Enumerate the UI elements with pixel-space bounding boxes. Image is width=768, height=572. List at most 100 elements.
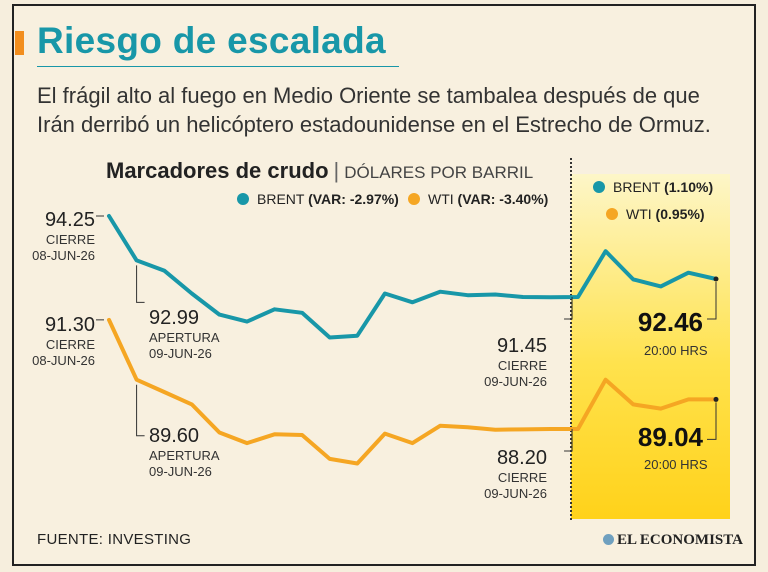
data-point-brent — [494, 293, 497, 296]
current-wti-change: (0.95%) — [655, 206, 705, 222]
data-point-brent — [107, 214, 111, 218]
data-point-brent — [632, 278, 635, 281]
data-point-wti — [245, 441, 249, 445]
data-point-wti — [218, 431, 221, 434]
annotation-leader-line — [136, 265, 145, 303]
data-point-brent — [356, 334, 359, 337]
chart-units: DÓLARES POR BARRIL — [344, 163, 534, 182]
data-point-brent — [273, 308, 276, 311]
wti-close-08jun-value: 91.30 — [44, 314, 95, 336]
data-point-wti — [273, 433, 276, 436]
current-value-marker — [713, 276, 719, 282]
data-point-wti — [190, 403, 193, 406]
data-point-brent — [190, 292, 193, 295]
annotation-date: 09-JUN-26 — [484, 486, 547, 501]
data-point-wti — [383, 432, 387, 435]
wti-open-09jun-label: 89.60 APERTURA 09-JUN-26 — [149, 424, 220, 480]
wti-close-09jun-value: 88.20 — [496, 447, 547, 469]
annotation-leader-line — [136, 384, 145, 437]
annotation-date: 09-JUN-26 — [149, 346, 212, 361]
data-point-wti — [659, 407, 663, 410]
data-point-brent — [521, 295, 525, 299]
page-title: Riesgo de escalada — [37, 20, 386, 61]
data-point-wti — [466, 426, 469, 429]
data-point-wti — [135, 378, 138, 381]
after-hours-highlight — [571, 174, 730, 519]
data-point-brent — [438, 290, 442, 293]
data-point-wti — [328, 457, 331, 461]
current-value-marker — [713, 396, 719, 402]
data-point-wti — [438, 424, 442, 428]
current-value-bracket — [707, 282, 717, 320]
data-point-brent — [135, 259, 138, 262]
data-point-brent — [466, 294, 469, 297]
brent-close-08jun-value: 94.25 — [44, 209, 95, 231]
annotation-date: 09-JUN-26 — [149, 464, 212, 479]
brent-dot-icon — [593, 181, 605, 193]
data-point-wti — [687, 398, 690, 401]
data-point-brent — [328, 336, 331, 339]
legend-brent: BRENT (VAR: -2.97%) — [237, 191, 399, 207]
legend-wti-label: WTI — [428, 191, 454, 207]
data-point-brent — [162, 269, 166, 272]
globe-icon — [603, 534, 614, 545]
current-value-bracket — [707, 402, 717, 440]
brent-current-value: 92.46 — [637, 307, 703, 337]
annotation-date: 08-JUN-26 — [32, 248, 95, 263]
chart-title-text: Marcadores de crudo — [106, 158, 329, 183]
wti-current-value: 89.04 — [637, 422, 703, 452]
wti-dot-icon — [606, 208, 618, 220]
current-wti-label: WTI — [626, 206, 652, 222]
data-point-brent — [549, 296, 552, 299]
wti-open-09jun-value: 89.60 — [149, 425, 200, 447]
chart-title: Marcadores de crudo | DÓLARES POR BARRIL — [106, 158, 533, 184]
brent-dot-icon — [237, 193, 249, 205]
page-subtitle: El frágil alto al fuego en Medio Oriente… — [37, 83, 711, 137]
brent-close-09jun-value: 91.45 — [496, 335, 547, 357]
current-legend-wti: WTI (0.95%) — [606, 206, 705, 222]
current-legend-brent: BRENT (1.10%) — [593, 179, 713, 195]
data-point-wti — [604, 378, 607, 381]
legend-wti: WTI (VAR: -3.40%) — [408, 191, 548, 207]
current-brent-label: BRENT — [613, 179, 661, 195]
wti-close-09jun-label: 88.20 CIERRE 09-JUN-26 — [484, 446, 547, 502]
data-point-wti — [356, 462, 359, 465]
data-point-wti — [549, 427, 552, 431]
annotation-date: 08-JUN-26 — [32, 353, 95, 368]
chart-title-separator: | — [333, 158, 340, 183]
legend-brent-var: (VAR: -2.97%) — [308, 191, 399, 207]
data-point-wti — [576, 427, 580, 431]
current-brent-change: (1.10%) — [664, 179, 714, 195]
data-point-brent — [576, 295, 580, 299]
wti-dot-icon — [408, 193, 420, 205]
data-point-brent — [659, 285, 663, 288]
data-point-wti — [300, 433, 304, 437]
annotation-type: CIERRE — [45, 232, 95, 247]
wti-close-08jun-label: 91.30 CIERRE 08-JUN-26 — [32, 313, 95, 369]
session-divider — [570, 158, 572, 520]
data-point-brent — [383, 292, 387, 295]
data-point-wti — [107, 318, 111, 322]
data-point-brent — [245, 320, 249, 323]
data-point-wti — [632, 403, 635, 406]
brent-open-09jun-label: 92.99 APERTURA 09-JUN-26 — [149, 306, 220, 362]
annotation-type: CIERRE — [497, 358, 547, 373]
data-point-brent — [604, 250, 607, 253]
data-point-wti — [162, 390, 166, 394]
source-note: FUENTE: INVESTING — [37, 531, 192, 548]
annotation-leader-line — [564, 296, 573, 320]
brent-close-09jun-label: 91.45 CIERRE 09-JUN-26 — [484, 334, 547, 390]
brent-current-time: 20:00 HRS — [644, 343, 708, 358]
annotation-type: APERTURA — [149, 330, 220, 345]
legend-brent-label: BRENT — [257, 191, 305, 207]
legend-wti-var: (VAR: -3.40%) — [457, 191, 549, 207]
data-point-wti — [494, 428, 497, 431]
data-point-wti — [411, 441, 414, 445]
annotation-leader-line — [564, 429, 573, 452]
annotation-type: CIERRE — [497, 470, 547, 485]
annotation-type: APERTURA — [149, 448, 220, 463]
data-point-wti — [521, 428, 525, 431]
data-point-brent — [411, 301, 414, 304]
annotation-date: 09-JUN-26 — [484, 374, 547, 389]
